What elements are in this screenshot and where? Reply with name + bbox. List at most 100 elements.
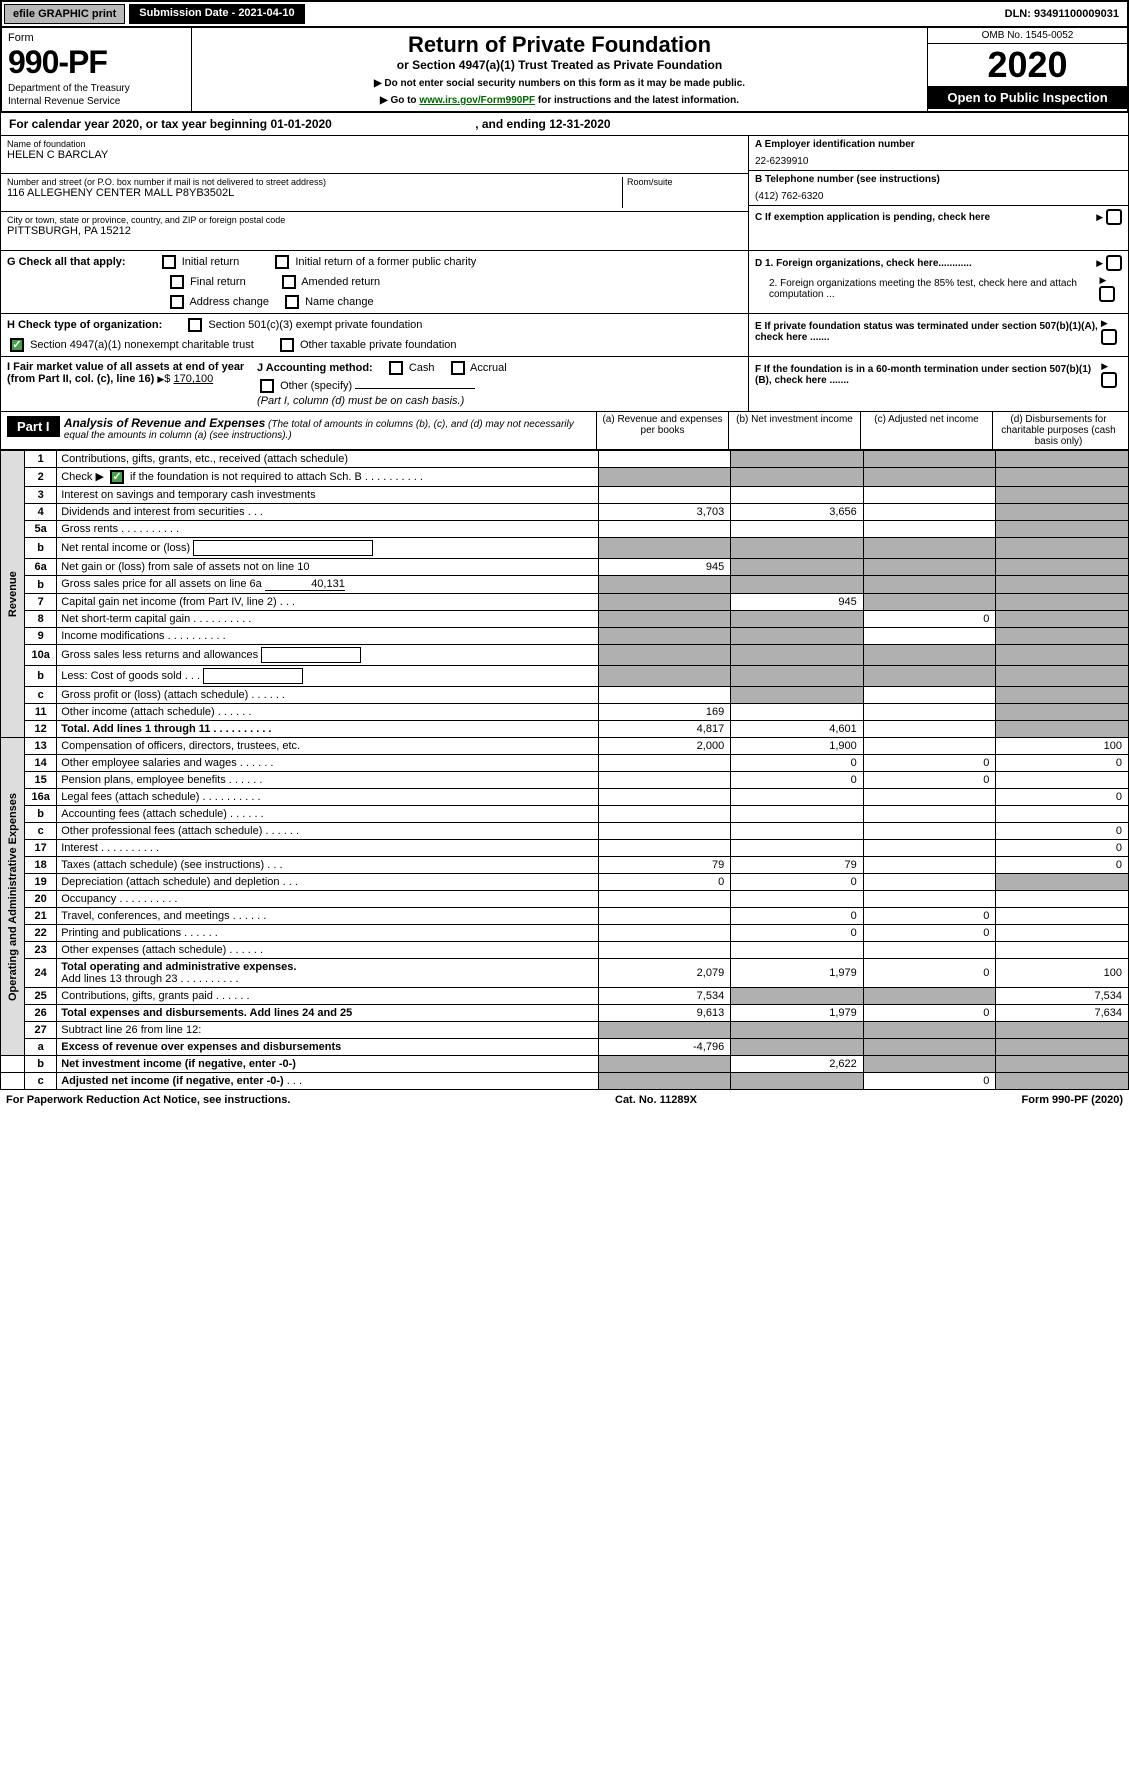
table-row: aExcess of revenue over expenses and dis… <box>1 1039 1129 1056</box>
cb-accrual[interactable] <box>451 361 465 375</box>
section-c-checkbox[interactable] <box>1106 209 1122 225</box>
table-row: 6aNet gain or (loss) from sale of assets… <box>1 559 1129 576</box>
table-row: bNet investment income (if negative, ent… <box>1 1056 1129 1073</box>
table-row: 26Total expenses and disbursements. Add … <box>1 1005 1129 1022</box>
entity-block: Name of foundation HELEN C BARCLAY Numbe… <box>0 136 1129 251</box>
table-row: cGross profit or (loss) (attach schedule… <box>1 687 1129 704</box>
table-row: cAdjusted net income (if negative, enter… <box>1 1073 1129 1090</box>
table-row: 7Capital gain net income (from Part IV, … <box>1 594 1129 611</box>
room-label: Room/suite <box>627 177 742 187</box>
table-row: 23Other expenses (attach schedule) <box>1 942 1129 959</box>
cb-501c3[interactable] <box>188 318 202 332</box>
cb-other-acct[interactable] <box>260 379 274 393</box>
section-j-label: J Accounting method: <box>257 362 373 374</box>
form-title: Return of Private Foundation <box>196 32 923 58</box>
table-row: 24Total operating and administrative exp… <box>1 959 1129 988</box>
revenue-sidebar: Revenue <box>1 451 25 738</box>
table-row: 20Occupancy <box>1 891 1129 908</box>
form-subtitle: or Section 4947(a)(1) Trust Treated as P… <box>196 58 923 72</box>
table-row: bGross sales price for all assets on lin… <box>1 576 1129 594</box>
cb-4947[interactable] <box>10 338 24 352</box>
table-row: 11Other income (attach schedule)169 <box>1 704 1129 721</box>
irs-link[interactable]: www.irs.gov/Form990PF <box>419 95 535 106</box>
table-row: 22Printing and publications00 <box>1 925 1129 942</box>
cb-amended[interactable] <box>282 275 296 289</box>
part1-header: Part I Analysis of Revenue and Expenses … <box>0 412 1129 450</box>
tax-year: 2020 <box>928 44 1127 86</box>
ein-label: A Employer identification number <box>755 139 1122 150</box>
section-e: E If private foundation status was termi… <box>755 321 1101 343</box>
table-row: Revenue 1Contributions, gifts, grants, e… <box>1 451 1129 468</box>
efile-button[interactable]: efile GRAPHIC print <box>4 4 125 24</box>
table-row: bNet rental income or (loss) <box>1 538 1129 559</box>
part1-label: Part I <box>7 416 60 437</box>
table-row: Operating and Administrative Expenses 13… <box>1 738 1129 755</box>
cb-f[interactable] <box>1101 372 1117 388</box>
section-d2: 2. Foreign organizations meeting the 85%… <box>755 278 1099 300</box>
form-footer: Form 990-PF (2020) <box>1022 1094 1123 1106</box>
open-public: Open to Public Inspection <box>928 86 1127 109</box>
form-label: Form <box>8 32 185 44</box>
phone-label: B Telephone number (see instructions) <box>755 174 1122 185</box>
section-f: F If the foundation is in a 60-month ter… <box>755 364 1101 386</box>
omb-number: OMB No. 1545-0052 <box>928 28 1127 44</box>
section-g-d: G Check all that apply: Initial return I… <box>0 251 1129 314</box>
cb-initial-former[interactable] <box>275 255 289 269</box>
table-row: 12Total. Add lines 1 through 114,8174,60… <box>1 721 1129 738</box>
cb-cash[interactable] <box>389 361 403 375</box>
section-c: C If exemption application is pending, c… <box>755 212 990 223</box>
col-b-head: (b) Net investment income <box>728 412 860 449</box>
table-row: 25Contributions, gifts, grants paid7,534… <box>1 988 1129 1005</box>
catalog-number: Cat. No. 11289X <box>615 1094 697 1106</box>
table-row: 2Check ▶ if the foundation is not requir… <box>1 468 1129 487</box>
cb-d1[interactable] <box>1106 255 1122 271</box>
form-note1: ▶ Do not enter social security numbers o… <box>196 78 923 89</box>
form-header: Form 990-PF Department of the Treasury I… <box>0 28 1129 113</box>
city: PITTSBURGH, PA 15212 <box>7 225 742 237</box>
table-row: 15Pension plans, employee benefits00 <box>1 772 1129 789</box>
table-row: 19Depreciation (attach schedule) and dep… <box>1 874 1129 891</box>
cb-initial[interactable] <box>162 255 176 269</box>
city-label: City or town, state or province, country… <box>7 215 742 225</box>
table-row: 21Travel, conferences, and meetings00 <box>1 908 1129 925</box>
form-number: 990-PF <box>8 44 185 81</box>
irs: Internal Revenue Service <box>8 96 185 107</box>
cb-d2[interactable] <box>1099 286 1115 302</box>
cb-other-tax[interactable] <box>280 338 294 352</box>
address: 116 ALLEGHENY CENTER MALL P8YB3502L <box>7 187 622 199</box>
table-row: 9Income modifications <box>1 628 1129 645</box>
top-bar: efile GRAPHIC print Submission Date - 20… <box>0 0 1129 28</box>
cb-address[interactable] <box>170 295 184 309</box>
col-d-head: (d) Disbursements for charitable purpose… <box>992 412 1124 449</box>
table-row: 16aLegal fees (attach schedule)0 <box>1 789 1129 806</box>
section-h-e: H Check type of organization: Section 50… <box>0 314 1129 357</box>
table-row: 4Dividends and interest from securities3… <box>1 504 1129 521</box>
table-row: 18Taxes (attach schedule) (see instructi… <box>1 857 1129 874</box>
table-row: bAccounting fees (attach schedule) <box>1 806 1129 823</box>
cb-e[interactable] <box>1101 329 1117 345</box>
dln: DLN: 93491100009031 <box>997 5 1127 23</box>
fmv-value: 170,100 <box>173 373 213 385</box>
section-h-label: H Check type of organization: <box>7 319 162 331</box>
table-row: 14Other employee salaries and wages000 <box>1 755 1129 772</box>
table-row: 5aGross rents <box>1 521 1129 538</box>
part1-table: Revenue 1Contributions, gifts, grants, e… <box>0 450 1129 1090</box>
table-row: bLess: Cost of goods sold <box>1 666 1129 687</box>
dept-treasury: Department of the Treasury <box>8 83 185 94</box>
table-row: 3Interest on savings and temporary cash … <box>1 487 1129 504</box>
footer: For Paperwork Reduction Act Notice, see … <box>0 1090 1129 1110</box>
expenses-sidebar: Operating and Administrative Expenses <box>1 738 25 1056</box>
submission-date: Submission Date - 2021-04-10 <box>129 4 304 24</box>
table-row: 17Interest0 <box>1 840 1129 857</box>
name-label: Name of foundation <box>7 139 742 149</box>
cb-final[interactable] <box>170 275 184 289</box>
part1-title: Analysis of Revenue and Expenses <box>64 416 265 430</box>
cb-name[interactable] <box>285 295 299 309</box>
section-i-j-f: I Fair market value of all assets at end… <box>0 357 1129 412</box>
calendar-year-row: For calendar year 2020, or tax year begi… <box>0 113 1129 136</box>
col-c-head: (c) Adjusted net income <box>860 412 992 449</box>
cb-schb[interactable] <box>110 470 124 484</box>
phone: (412) 762-6320 <box>755 191 1122 202</box>
form-note2: ▶ Go to www.irs.gov/Form990PF for instru… <box>196 95 923 106</box>
table-row: 27Subtract line 26 from line 12: <box>1 1022 1129 1039</box>
